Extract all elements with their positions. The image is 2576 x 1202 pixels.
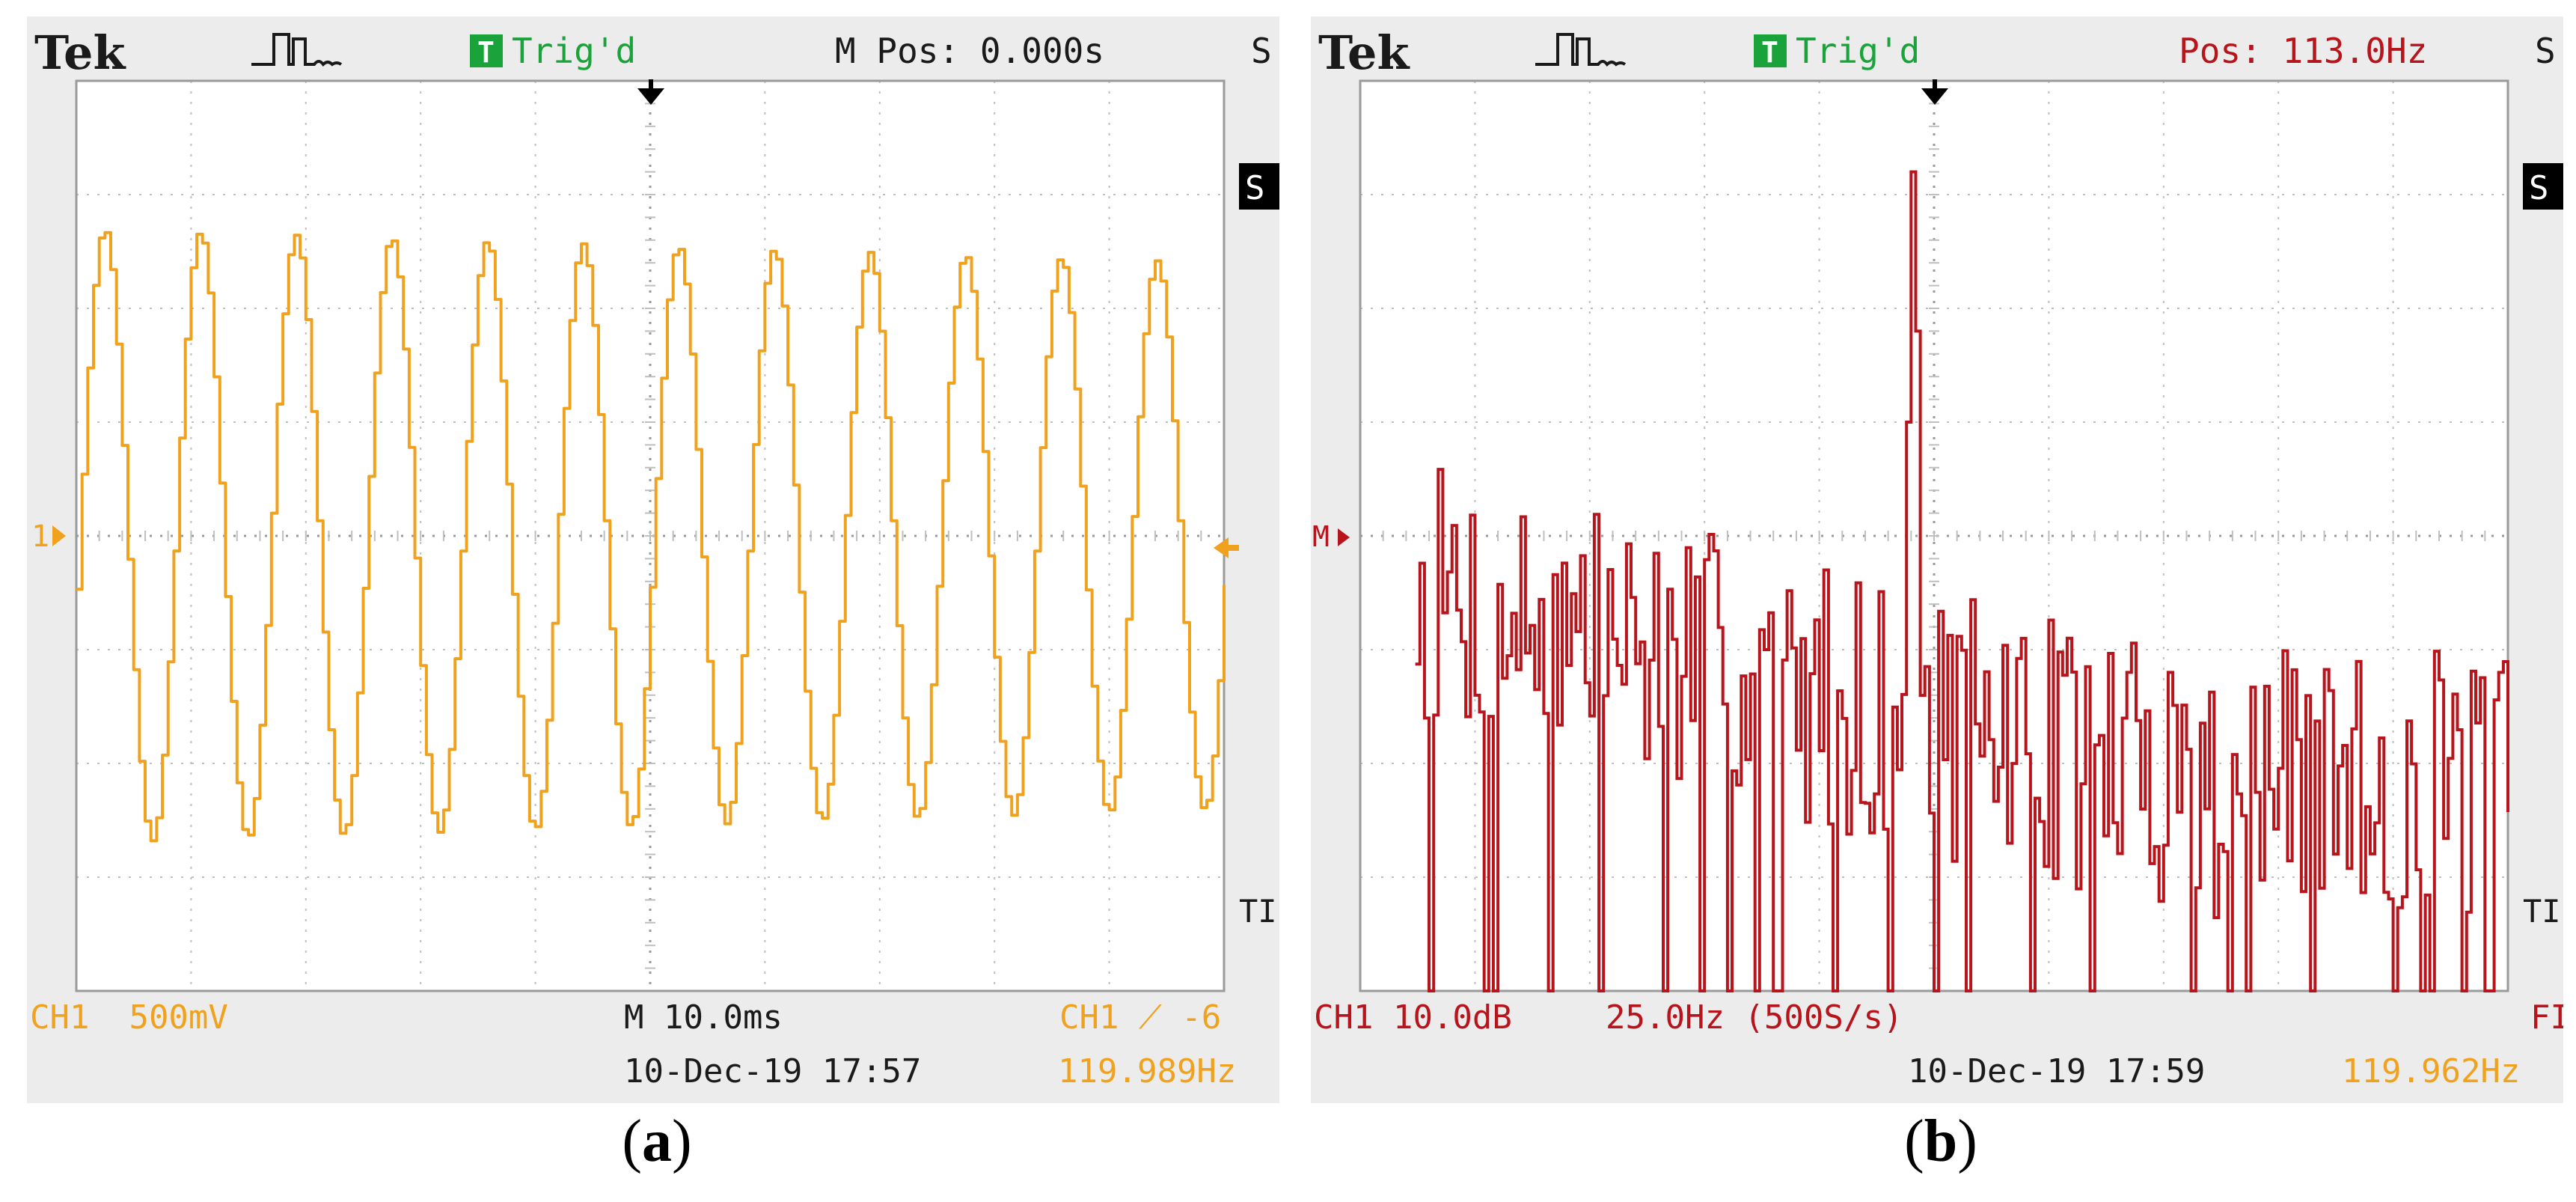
caption-b: (b): [1904, 1108, 1977, 1174]
scope-display-a: Tek T Trig'd M Pos: 0.000s S S TI 1 CH1 …: [30, 25, 1279, 1090]
right-edge-label-top: S: [2535, 31, 2556, 71]
date-time: 10-Dec-19 17:59: [1908, 1052, 2205, 1090]
channel-marker-label: 1: [31, 519, 49, 554]
trigger-t-icon: T: [470, 34, 503, 69]
fft-span-readout: 25.0Hz (500S/s): [1606, 998, 1903, 1037]
frequency-readout: 119.962Hz: [2342, 1052, 2520, 1090]
trigger-status: Trig'd: [1796, 31, 1920, 71]
pulse-icon: [1535, 33, 1627, 67]
trigger-position-arrow-icon: [1921, 79, 1948, 105]
pulse-icon: [251, 33, 343, 67]
oscilloscope-screen-a: Tek T Trig'd M Pos: 0.000s S S TI 1 CH1 …: [27, 16, 1279, 1103]
right-edge-label-bottom: FI: [2530, 998, 2563, 1037]
scope-display-b: Tek T Trig'd Pos: 113.0Hz S S TI M CH1 1…: [1312, 25, 2563, 1090]
date-time: 10-Dec-19 17:57: [624, 1052, 921, 1090]
ch1-trace-line: [76, 231, 1226, 843]
trigger-level-marker: [1214, 537, 1239, 558]
brand-logo: Tek: [1318, 25, 1410, 80]
brand-logo: Tek: [34, 25, 126, 80]
oscilloscope-screen-b: Tek T Trig'd Pos: 113.0Hz S S TI M CH1 1…: [1311, 16, 2563, 1103]
math-ground-marker-icon: M: [1312, 520, 1350, 553]
ch1-waveform: [76, 231, 1226, 843]
frequency-readout: 119.989Hz: [1058, 1052, 1236, 1090]
caption-a: (a): [622, 1108, 692, 1174]
trigger-setting: CH1 ⟋ -6: [1059, 998, 1221, 1037]
right-edge-label-top: S: [1251, 31, 1272, 71]
channel-ground-marker-icon: 1: [31, 519, 66, 554]
ch1-scale: CH1 10.0dB: [1314, 998, 1512, 1037]
right-edge-label-mid: TI: [2523, 893, 2561, 930]
position-readout: M Pos: 0.000s: [835, 31, 1104, 71]
fft-spectrum: [1415, 170, 2509, 992]
fft-trace-line: [1415, 170, 2509, 992]
trigger-badge-label: T: [477, 36, 495, 69]
position-readout: Pos: 113.0Hz: [2179, 31, 2427, 71]
trigger-position-arrow-icon: [637, 79, 664, 105]
trigger-status: Trig'd: [512, 31, 636, 71]
caption-a-letter: a: [642, 1108, 672, 1174]
timebase-readout: M 10.0ms: [624, 998, 783, 1037]
right-edge-label-mid: TI: [1239, 893, 1277, 930]
caption-b-letter: b: [1924, 1108, 1958, 1174]
right-edge-badge-label: S: [2529, 169, 2549, 207]
right-edge-badge: S: [1239, 163, 1279, 210]
right-edge-badge: S: [2523, 163, 2563, 210]
trigger-badge-label: T: [1761, 36, 1778, 69]
ch1-scale: CH1 500mV: [30, 998, 228, 1037]
trigger-t-icon: T: [1754, 34, 1787, 69]
right-edge-badge-label: S: [1245, 169, 1265, 207]
channel-marker-label: M: [1312, 520, 1330, 553]
